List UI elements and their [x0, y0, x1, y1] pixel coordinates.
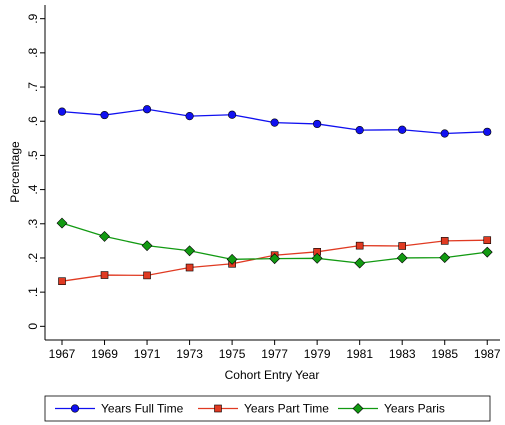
- y-tick-label: .5: [26, 150, 40, 160]
- x-axis-label: Cohort Entry Year: [225, 368, 320, 382]
- x-tick-label: 1969: [91, 347, 118, 361]
- x-tick-label: 1977: [261, 347, 288, 361]
- x-tick-label: 1985: [431, 347, 458, 361]
- x-tick-label: 1983: [389, 347, 416, 361]
- marker: [354, 257, 366, 269]
- legend-label: Years Part Time: [244, 402, 329, 416]
- marker: [142, 105, 152, 114]
- legend-label: Years Paris: [384, 402, 445, 416]
- y-tick-label: .3: [26, 218, 40, 228]
- marker: [184, 245, 196, 257]
- marker: [99, 230, 110, 242]
- y-tick-label: .7: [26, 82, 40, 92]
- x-tick-label: 1973: [176, 347, 203, 361]
- marker: [185, 263, 194, 272]
- y-tick-label: .8: [26, 48, 40, 58]
- x-tick-label: 1981: [346, 347, 373, 361]
- marker: [269, 253, 281, 265]
- marker: [185, 111, 194, 121]
- marker: [100, 271, 109, 279]
- marker: [352, 403, 364, 414]
- marker: [483, 236, 492, 244]
- legend-label: Years Full Time: [101, 402, 184, 416]
- marker: [355, 126, 364, 135]
- marker: [100, 110, 109, 120]
- marker: [396, 252, 408, 264]
- marker: [355, 241, 364, 250]
- marker: [481, 246, 493, 258]
- x-tick-label: 1979: [304, 347, 331, 361]
- marker: [57, 107, 67, 116]
- y-tick-label: 0: [26, 323, 40, 330]
- marker: [398, 242, 406, 250]
- y-tick-label: .4: [26, 184, 40, 194]
- marker: [439, 252, 451, 264]
- marker: [56, 217, 68, 229]
- y-tick-label: .1: [26, 287, 40, 297]
- y-axis-label: Percentage: [8, 141, 22, 203]
- marker: [440, 237, 449, 245]
- marker: [228, 110, 237, 119]
- x-tick-label: 1967: [49, 347, 76, 361]
- marker: [483, 127, 492, 136]
- marker: [143, 271, 151, 280]
- marker: [311, 252, 323, 264]
- marker: [214, 404, 222, 413]
- marker: [226, 253, 238, 265]
- marker: [70, 404, 80, 413]
- marker: [141, 240, 153, 252]
- y-tick-label: .9: [26, 13, 40, 23]
- marker: [440, 129, 449, 138]
- marker: [398, 125, 407, 134]
- y-tick-label: .6: [26, 116, 40, 126]
- legend-box: [44, 395, 491, 422]
- x-tick-label: 1987: [474, 347, 501, 361]
- x-tick-label: 1975: [219, 347, 246, 361]
- y-tick-label: .2: [26, 253, 40, 263]
- marker: [270, 118, 279, 127]
- marker: [58, 277, 66, 286]
- x-tick-label: 1971: [134, 347, 161, 361]
- marker: [313, 119, 322, 129]
